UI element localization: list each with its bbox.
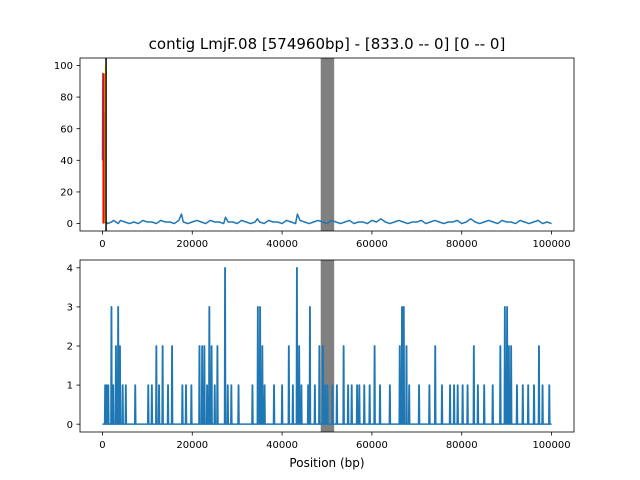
chart-title: contig LmjF.08 [574960bp] - [833.0 -- 0]… bbox=[149, 35, 506, 53]
top-xtick-label: 60000 bbox=[356, 239, 388, 250]
bottom-xtick-label: 100000 bbox=[532, 440, 570, 451]
top-xtick-label: 80000 bbox=[446, 239, 478, 250]
top-axes-frame bbox=[79, 57, 575, 232]
top-marker-0 bbox=[102, 73, 105, 224]
bottom-xtick-label: 80000 bbox=[446, 440, 478, 451]
top-ytick-label: 100 bbox=[54, 61, 73, 72]
bottom-ytick-label: 3 bbox=[67, 303, 73, 314]
top-shaded-region bbox=[320, 58, 335, 231]
top-ytick-label: 20 bbox=[60, 188, 73, 199]
bottom-ytick-label: 4 bbox=[67, 263, 73, 274]
top-xtick-label: 20000 bbox=[176, 239, 208, 250]
top-ytick-label: 80 bbox=[60, 93, 73, 104]
top-xtick-label: 100000 bbox=[532, 239, 570, 250]
bottom-ytick-label: 1 bbox=[67, 381, 73, 392]
top-xtick-label: 0 bbox=[99, 239, 105, 250]
bottom-xtick-label: 60000 bbox=[356, 440, 388, 451]
top-panel: 0 20000 40000 60000 80000 100000 0 20 40 60 80 100 bbox=[54, 57, 575, 250]
bottom-xtick-label: 20000 bbox=[176, 440, 208, 451]
bottom-ytick-label: 0 bbox=[67, 420, 73, 431]
top-plot-area bbox=[101, 58, 552, 231]
bottom-plot-area bbox=[102, 260, 552, 432]
bottom-xtick-label: 40000 bbox=[266, 440, 298, 451]
top-series-line bbox=[101, 72, 552, 225]
bottom-ytick-label: 2 bbox=[67, 342, 73, 353]
bottom-xtick-label: 0 bbox=[99, 440, 105, 451]
top-ytick-label: 60 bbox=[60, 124, 73, 135]
bottom-series-line bbox=[102, 267, 552, 425]
bottom-panel: 0 20000 40000 60000 80000 100000 0 1 2 3 4 bbox=[67, 259, 575, 451]
top-ytick-label: 40 bbox=[60, 156, 73, 167]
top-ytick-label: 0 bbox=[67, 219, 73, 230]
x-axis-label: Position (bp) bbox=[289, 456, 364, 470]
top-xtick-label: 40000 bbox=[266, 239, 298, 250]
